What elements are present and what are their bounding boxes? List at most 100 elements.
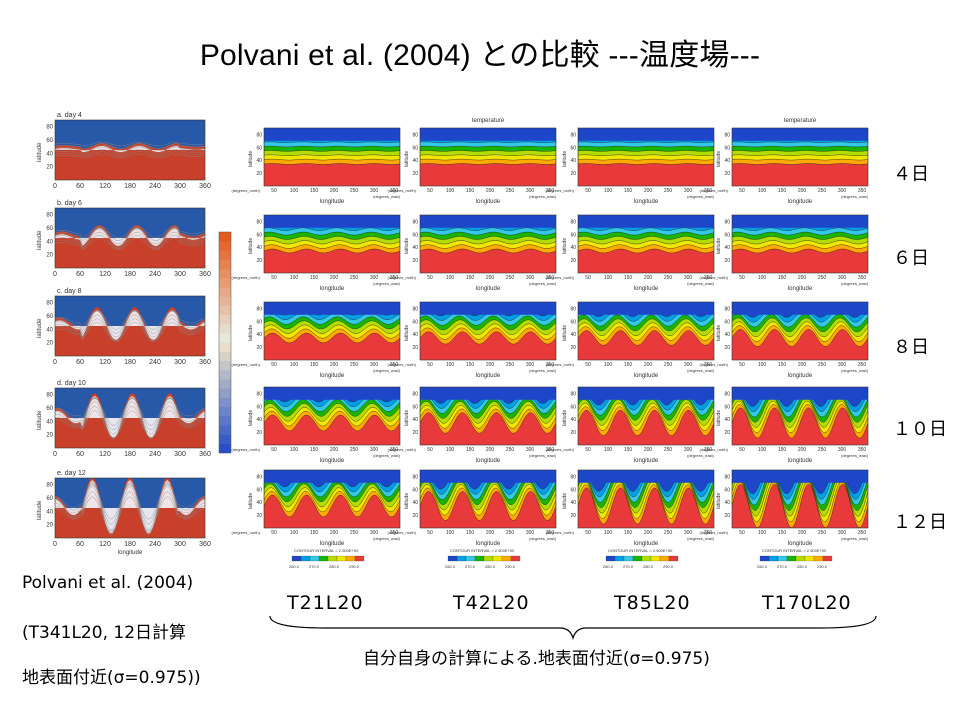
colorbar-cell xyxy=(219,351,231,362)
reference-xtick: 240 xyxy=(149,359,161,366)
model-panel-frame xyxy=(419,386,557,446)
xtick: 350 xyxy=(546,188,555,194)
contour-legend: CONTOUR INTERVAL = 2.500E+00 260.0 270.0 28… xyxy=(603,548,679,569)
ytick: 60 xyxy=(724,232,730,238)
model-panel-frame xyxy=(731,469,869,529)
xtick: 300 xyxy=(526,188,535,194)
xtick: 50 xyxy=(585,362,591,368)
xtick: 100 xyxy=(446,530,455,536)
legend-tick: 260.0 xyxy=(757,564,768,569)
xtick: 200 xyxy=(644,530,653,536)
ytick: 20 xyxy=(570,171,576,177)
xtick: 150 xyxy=(310,530,319,536)
reference-ytick: 20 xyxy=(46,433,53,439)
reference-contour xyxy=(55,310,205,338)
xaxis-label: longitude xyxy=(320,286,345,292)
contour-interval-text: CONTOUR INTERVAL = 2.500E+00 xyxy=(294,548,359,553)
colorbar-cell xyxy=(219,305,231,316)
xaxis-label: longitude xyxy=(788,286,813,292)
xtick: 350 xyxy=(390,362,399,368)
reference-xtick: 60 xyxy=(76,359,84,366)
lon-unit: (degrees_east) xyxy=(687,536,715,541)
xtick: 300 xyxy=(526,362,535,368)
yaxis-label: latitude xyxy=(404,493,410,509)
reference-xtick: 180 xyxy=(124,271,136,278)
yaxis-label: latitude xyxy=(716,410,722,426)
yaxis-label: latitude xyxy=(248,238,254,254)
xtick: 200 xyxy=(330,530,339,536)
xtick: 350 xyxy=(390,530,399,536)
reference-ytick: 60 xyxy=(46,226,53,232)
ytick: 80 xyxy=(256,391,262,397)
grouping-brace xyxy=(269,615,877,641)
ytick: 60 xyxy=(412,404,418,410)
xtick: 100 xyxy=(446,275,455,281)
cold-region xyxy=(732,387,868,400)
xaxis-label: longitude xyxy=(476,199,501,205)
reference-yaxis-label: latitude xyxy=(37,318,43,338)
xtick: 300 xyxy=(838,447,847,453)
ytick: 40 xyxy=(412,158,418,164)
xtick: 250 xyxy=(506,530,515,536)
reference-contour xyxy=(55,318,205,342)
ytick: 60 xyxy=(724,145,730,151)
yaxis-label: latitude xyxy=(562,151,568,167)
model-panel-frame xyxy=(731,386,869,446)
xaxis-label: longitude xyxy=(320,199,345,205)
ytick: 60 xyxy=(724,319,730,325)
xtick: 250 xyxy=(664,447,673,453)
reference-cold-region xyxy=(55,478,205,531)
day-label-8: ８日 xyxy=(893,337,929,358)
reference-cold-region xyxy=(55,208,205,243)
reference-contour xyxy=(55,310,205,342)
xtick: 350 xyxy=(858,447,867,453)
reference-xtick: 360 xyxy=(199,359,211,366)
reference-contour xyxy=(55,228,205,248)
cold-region xyxy=(420,215,556,228)
lon-unit: (degrees_east) xyxy=(529,453,557,458)
xtick: 250 xyxy=(818,275,827,281)
xtick: 150 xyxy=(778,362,787,368)
column-title: temperature xyxy=(472,118,505,124)
xaxis-label: longitude xyxy=(634,199,659,205)
reference-xtick: 0 xyxy=(53,451,57,458)
legend-cell xyxy=(614,555,625,562)
lat-unit: (degrees_north) xyxy=(546,275,575,280)
reference-contour xyxy=(55,231,205,249)
xtick: 350 xyxy=(390,447,399,453)
xtick: 300 xyxy=(526,447,535,453)
yaxis-label: latitude xyxy=(404,151,410,167)
reference-xtick: 180 xyxy=(124,541,136,548)
legend-cell xyxy=(795,555,806,562)
xaxis-label: longitude xyxy=(634,541,659,547)
yaxis-label: latitude xyxy=(404,410,410,426)
reference-yaxis-label: latitude xyxy=(37,142,43,162)
model-panel-frame xyxy=(577,127,715,187)
legend-tick: 270.0 xyxy=(623,564,634,569)
reference-caption-line-1: Polvani et al. (2004) xyxy=(22,573,194,593)
resolution-label-t42: T42L20 xyxy=(453,592,530,614)
xtick: 150 xyxy=(778,447,787,453)
ytick: 40 xyxy=(724,332,730,338)
legend-cell xyxy=(465,555,476,562)
reference-xtick: 300 xyxy=(174,183,186,190)
xtick: 250 xyxy=(664,188,673,194)
xtick: 200 xyxy=(798,530,807,536)
ytick: 40 xyxy=(412,417,418,423)
xtick: 150 xyxy=(466,530,475,536)
reference-ytick: 80 xyxy=(46,301,53,307)
reference-contour xyxy=(55,145,205,151)
reference-contour xyxy=(55,226,205,242)
legend-cell xyxy=(768,555,779,562)
xtick: 200 xyxy=(330,362,339,368)
ytick: 80 xyxy=(412,391,418,397)
xtick: 150 xyxy=(466,362,475,368)
ytick: 20 xyxy=(570,345,576,351)
reference-contour xyxy=(55,234,205,250)
reference-xtick: 0 xyxy=(53,271,57,278)
reference-ytick: 80 xyxy=(46,125,53,131)
xtick: 50 xyxy=(271,275,277,281)
